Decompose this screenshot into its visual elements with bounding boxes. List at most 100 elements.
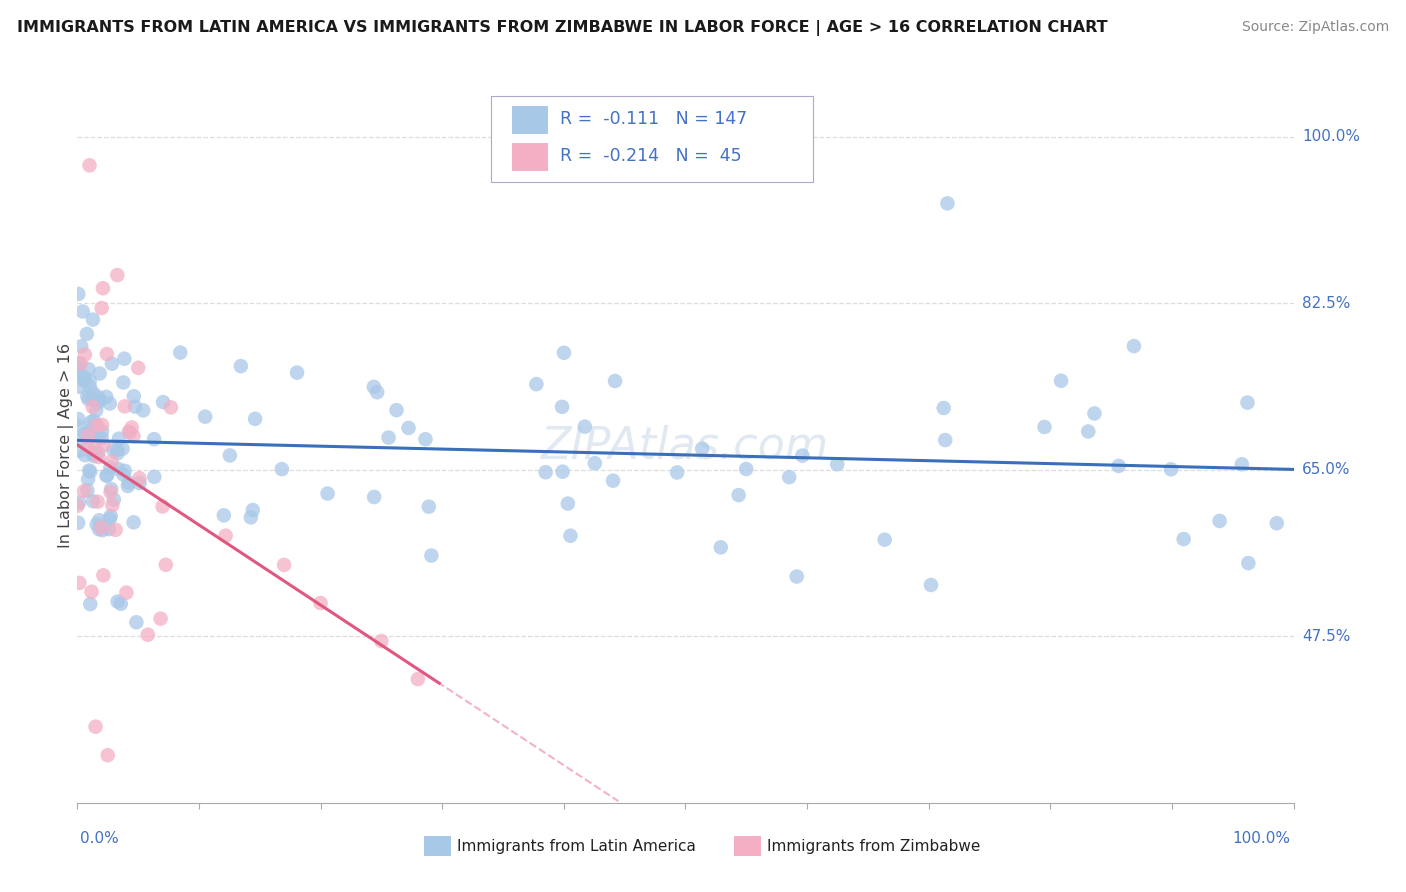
Point — [79, 380, 101, 394]
Point — [1236, 395, 1258, 409]
Bar — [425, 837, 451, 856]
Point — [735, 462, 758, 476]
Point — [84, 403, 107, 417]
Point — [79, 374, 101, 388]
Point — [77, 472, 100, 486]
Point — [83, 440, 105, 454]
Point — [104, 523, 127, 537]
Point — [89, 522, 111, 536]
Point — [366, 385, 388, 400]
Point — [1122, 339, 1144, 353]
Point — [79, 158, 101, 172]
Point — [96, 468, 118, 483]
Point — [727, 488, 749, 502]
Point — [89, 367, 111, 381]
Point — [79, 597, 101, 611]
Point — [215, 529, 238, 543]
Point — [80, 415, 103, 429]
Point — [97, 748, 120, 763]
Point — [363, 380, 385, 394]
Point — [1237, 556, 1260, 570]
Point — [1160, 462, 1182, 476]
Point — [100, 509, 122, 524]
Point — [83, 447, 105, 461]
Point — [122, 429, 145, 443]
Point — [82, 392, 104, 407]
Point — [934, 433, 956, 447]
Point — [107, 461, 129, 475]
Point — [377, 431, 399, 445]
Point — [112, 376, 135, 390]
Point — [93, 568, 115, 582]
Point — [96, 468, 118, 483]
Point — [128, 476, 150, 491]
Text: 100.0%: 100.0% — [1302, 129, 1360, 145]
Point — [84, 720, 107, 734]
Point — [121, 420, 143, 434]
Point — [107, 594, 129, 608]
Point — [89, 429, 111, 443]
Point — [79, 465, 101, 479]
Point — [122, 389, 145, 403]
Point — [1173, 532, 1195, 546]
Point — [67, 360, 90, 375]
Point — [169, 345, 191, 359]
Point — [77, 464, 100, 478]
Point — [583, 456, 606, 470]
Point — [73, 374, 96, 388]
Point — [1050, 374, 1073, 388]
Point — [91, 523, 114, 537]
Point — [73, 374, 96, 388]
Point — [118, 475, 141, 490]
Point — [551, 400, 574, 414]
Point — [73, 369, 96, 384]
Point — [67, 495, 90, 509]
Point — [69, 443, 91, 458]
Point — [114, 400, 136, 414]
Point — [524, 377, 547, 392]
Point — [77, 425, 100, 440]
Point — [553, 345, 575, 359]
Point — [101, 357, 124, 371]
Point — [239, 510, 262, 524]
Point — [83, 414, 105, 428]
Point — [91, 281, 114, 295]
Point — [90, 431, 112, 445]
Point — [105, 268, 128, 282]
Point — [155, 558, 177, 572]
Point — [82, 312, 104, 326]
Point — [73, 484, 96, 499]
Point — [87, 391, 110, 405]
Point — [1208, 514, 1230, 528]
Point — [690, 442, 713, 456]
Text: R =  -0.111   N = 147: R = -0.111 N = 147 — [560, 110, 748, 128]
Point — [1230, 457, 1253, 471]
Point — [370, 634, 392, 648]
Point — [73, 348, 96, 362]
Point — [100, 460, 122, 475]
Point — [415, 432, 437, 446]
Text: 100.0%: 100.0% — [1233, 830, 1291, 846]
Text: 82.5%: 82.5% — [1302, 296, 1350, 310]
Point — [873, 533, 896, 547]
Text: ZIPAtlas.com: ZIPAtlas.com — [541, 425, 830, 467]
Point — [67, 419, 90, 434]
Point — [551, 465, 574, 479]
Point — [132, 403, 155, 417]
Point — [420, 549, 443, 563]
Point — [932, 401, 955, 415]
Point — [91, 424, 114, 438]
Point — [825, 457, 848, 471]
Point — [67, 287, 90, 301]
Point — [560, 529, 582, 543]
Text: Immigrants from Zimbabwe: Immigrants from Zimbabwe — [766, 838, 980, 854]
Text: IMMIGRANTS FROM LATIN AMERICA VS IMMIGRANTS FROM ZIMBABWE IN LABOR FORCE | AGE >: IMMIGRANTS FROM LATIN AMERICA VS IMMIGRA… — [17, 20, 1108, 36]
Bar — [512, 106, 548, 134]
Point — [143, 432, 166, 446]
Text: R =  -0.214   N =  45: R = -0.214 N = 45 — [560, 147, 742, 165]
Point — [89, 393, 111, 408]
Point — [89, 513, 111, 527]
Point — [90, 301, 112, 315]
Point — [97, 522, 120, 536]
Point — [112, 351, 135, 366]
